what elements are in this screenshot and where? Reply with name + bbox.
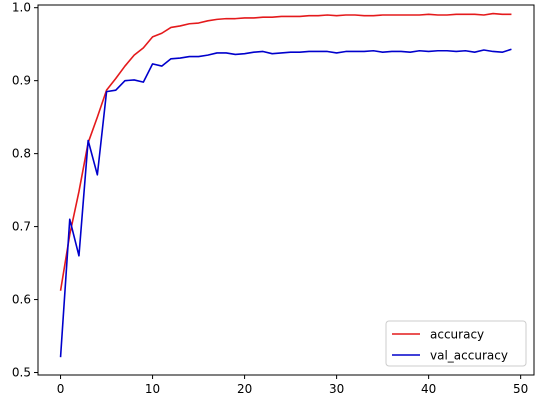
y-tick-label: 0.7 [12,220,31,234]
x-tick-label: 0 [57,382,65,396]
y-tick-label: 0.9 [12,74,31,88]
series-layer [59,12,512,358]
y-tick-label: 0.6 [12,293,31,307]
legend-label-val-accuracy: val_accuracy [430,349,508,363]
y-tick-label: 1.0 [12,1,31,15]
legend-label-accuracy: accuracy [430,328,484,342]
plot-frame [37,4,535,376]
legend-box [385,320,527,367]
x-axis: 0 10 20 30 40 50 [57,375,528,396]
y-tick-label: 0.8 [12,147,31,161]
y-axis: 0.5 0.6 0.7 0.8 0.9 1.0 [12,1,38,380]
y-tick-label: 0.5 [12,366,31,380]
legend: accuracy val_accuracy [385,320,527,367]
x-tick-label: 50 [513,382,528,396]
plot-background [38,5,534,375]
series-line-val-accuracy [59,48,512,358]
x-tick-label: 10 [145,382,160,396]
series-line-accuracy [59,12,512,291]
x-tick-label: 40 [421,382,436,396]
x-tick-label: 30 [329,382,344,396]
x-tick-label: 20 [237,382,252,396]
